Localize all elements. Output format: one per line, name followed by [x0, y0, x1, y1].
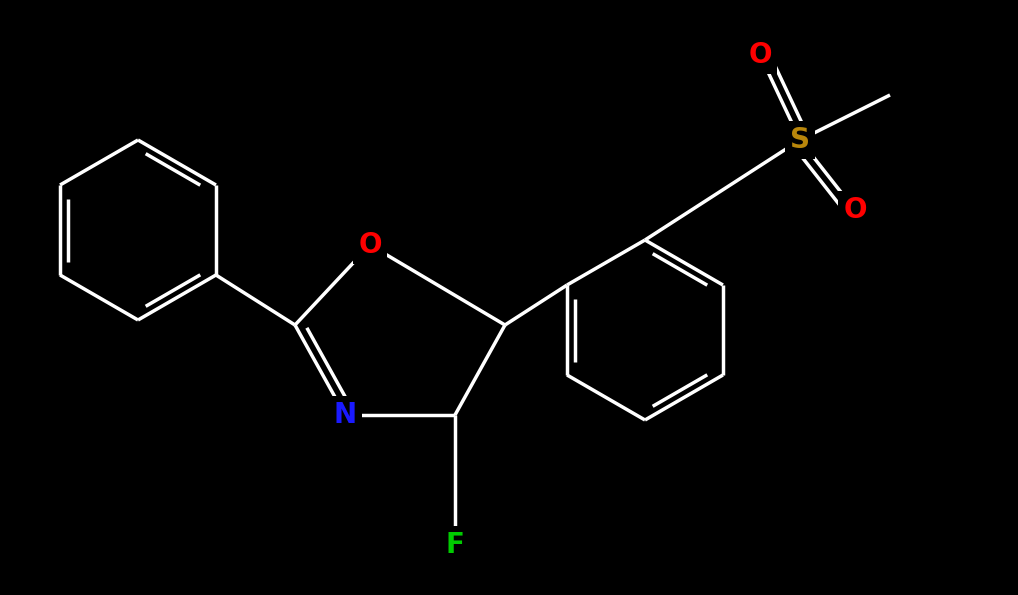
Text: O: O: [843, 196, 866, 224]
Text: O: O: [748, 41, 772, 69]
Text: O: O: [358, 231, 382, 259]
Text: N: N: [334, 401, 356, 429]
Text: S: S: [790, 126, 810, 154]
Text: F: F: [446, 531, 464, 559]
